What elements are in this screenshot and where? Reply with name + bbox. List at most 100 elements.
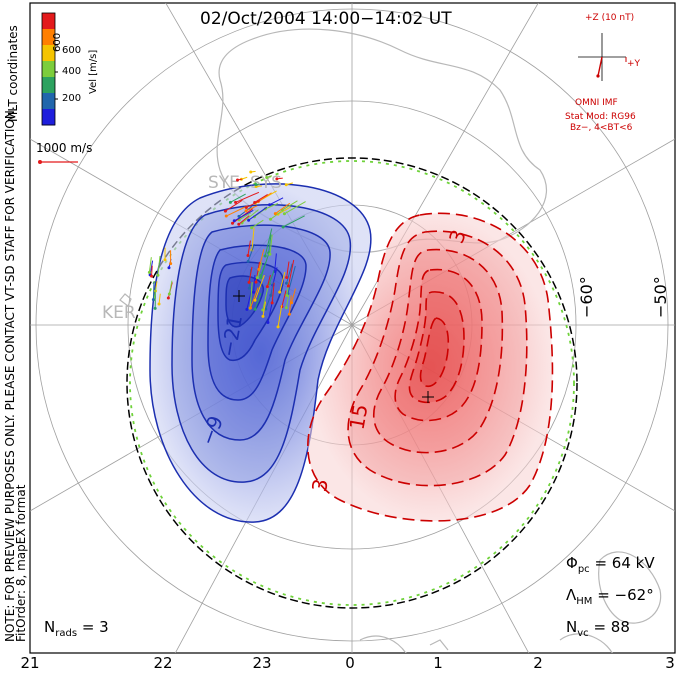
colorbar-swatch [42,77,55,94]
velocity-vector-origin [246,253,250,257]
plot-title: 02/Oct/2004 14:00−14:02 UT [200,9,452,29]
nvc-subscript: vc [577,628,589,639]
vector-scale-label: 1000 m/s [36,141,93,155]
velocity-vector-origin [223,209,227,213]
velocity-vector [270,281,274,296]
velocity-vector-origin [250,226,254,230]
contour-positive [408,291,465,404]
velocity-vector [168,280,173,295]
velocity-vector-origin [151,298,155,302]
colorbar-tick-label: 600 [62,45,82,56]
velocity-vector [253,274,256,293]
mlt-tick-label: 1 [433,654,443,672]
velocity-vector [225,199,243,212]
velocity-vector [148,257,152,273]
velocity-vector-origin [282,212,286,216]
velocity-vector [277,206,292,215]
vector-scale [38,160,78,164]
velocity-vector-origin [166,296,170,300]
contour-positive [307,212,554,522]
velocity-vector-origin [167,292,171,296]
velocity-vector [152,281,155,300]
velocity-vector [258,249,265,270]
nrads-symbol: N [44,618,56,636]
velocity-vector [275,202,291,215]
imf-dial [578,33,627,81]
velocity-vector [279,271,286,293]
velocity-vector-origin [150,274,154,278]
velocity-vector [248,206,268,221]
latitude-label: −60° [577,276,596,318]
mlt-tick-label: 0 [345,654,355,672]
colorbar-swatch [42,29,55,46]
velocity-vector-origin [147,270,151,274]
velocity-vector-origin [273,212,277,216]
colorbar-label: Vel [m/s] [88,49,99,94]
velocity-vector-origin [261,314,265,318]
velocity-vector-origin [285,276,289,280]
velocity-vector [262,285,269,311]
velocity-vector [270,211,282,220]
velocity-vector-origin [278,290,282,294]
velocity-vector [271,282,275,303]
velocity-vector [157,256,161,276]
velocity-vector [288,295,292,315]
stat-nvc: Nvc = 88 [566,620,630,639]
velocity-vector-origin [259,276,263,280]
velocity-vectors [147,170,306,329]
nvc-value: = 88 [593,618,630,636]
velocity-vector-origin [236,178,240,182]
velocity-vector-origin [232,219,236,223]
velocity-vector [282,200,298,211]
velocity-vector-origin [244,209,248,213]
velocity-vector [266,274,271,287]
velocity-vector-origin [224,214,228,218]
imf-y-label: +Y [627,59,641,69]
mlt-tick-label: 22 [153,654,173,672]
velocity-vector-origin [153,306,157,310]
contour-negative [191,224,331,441]
contour-label-positive: 15 [344,402,372,431]
velocity-vector [264,228,273,257]
velocity-vector-origin [266,321,270,325]
velocity-vector-origin [231,221,235,225]
velocity-vector-origin [228,200,232,204]
mlt-tick-label: 23 [252,654,272,672]
colorbar-swatch [42,45,55,62]
velocity-vector [251,227,255,251]
velocity-vector-origin [244,205,248,209]
velocity-vector [249,282,253,309]
velocity-vector [257,192,272,203]
lambda-hm-subscript: HM [576,596,593,607]
velocity-vector [285,294,290,308]
negative-potential-cell [149,183,372,523]
velocity-vector [249,287,259,309]
velocity-vector-origin [285,281,289,285]
velocity-vector [238,215,250,225]
velocity-vector-origin [237,222,241,226]
velocity-vector [248,266,253,283]
nrads-value: = 3 [81,618,109,636]
contour-positive [394,268,483,422]
fit-order-note: FitOrder: 8, mapEX format [14,484,28,642]
velocity-vector-origin [237,214,241,218]
velocity-vector [287,265,296,294]
nvc-symbol: N [566,618,578,636]
vector-scale-dot [38,160,42,164]
phi-pc-symbol: Φ [566,554,578,572]
imf-vector-tip [596,74,600,78]
velocity-vector-origin [253,298,257,302]
landmass-coastline [429,639,449,651]
mlt-tick-label: 3 [665,654,675,672]
velocity-vector [277,304,283,328]
velocity-vector-origin [255,276,259,280]
imf-z-label: +Z (10 nT) [585,13,635,23]
velocity-vector-origin [269,217,273,221]
velocity-vector-origin [257,267,261,271]
stat-model-line2: Bz−, 4<BT<6 [570,123,633,133]
velocity-vector-origin [247,286,251,290]
velocity-vector [246,290,253,310]
phi-pc-subscript: pc [577,564,590,575]
